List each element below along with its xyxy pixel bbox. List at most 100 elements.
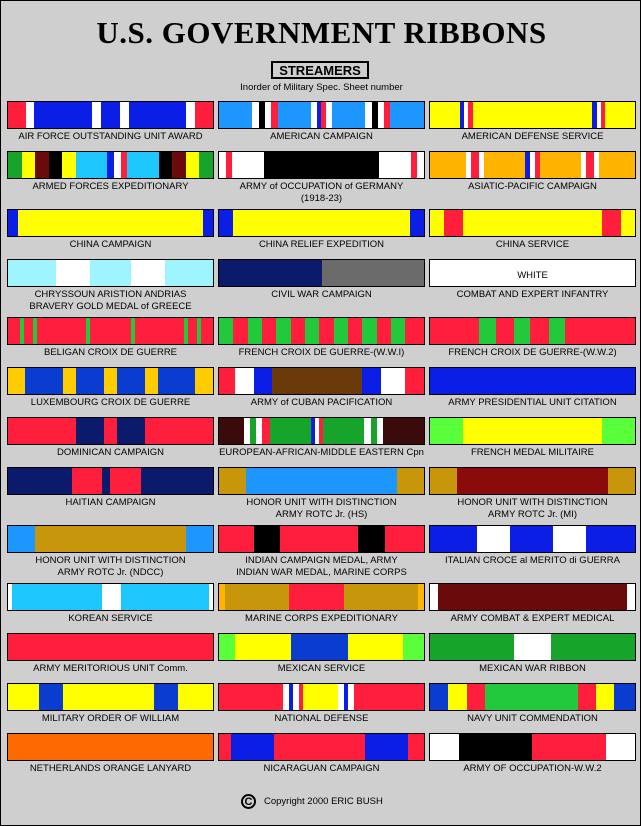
ribbon-stripe bbox=[158, 152, 173, 178]
ribbon-stripe bbox=[466, 684, 486, 710]
ribbon-stripe bbox=[376, 318, 392, 344]
ribbon-caption: INDIAN CAMPAIGN MEDAL, ARMY INDIAN WAR ME… bbox=[218, 555, 425, 579]
ribbon-stripe bbox=[596, 684, 615, 710]
ribbon-stripe bbox=[529, 152, 536, 178]
ribbon-caption-line: HONOR UNIT WITH DISTINCTION bbox=[457, 497, 608, 508]
ribbon-item: LUXEMBOURG CROIX DE GUERRE bbox=[7, 367, 214, 423]
ribbon-bar bbox=[7, 467, 214, 495]
ribbon-stripe bbox=[131, 260, 165, 286]
ribbon-caption-line: BRAVERY GOLD MEDAL of GREECE bbox=[29, 301, 192, 312]
ribbon-color-label: WHITE bbox=[517, 270, 548, 281]
ribbon-caption: HONOR UNIT WITH DISTINCTION ARMY ROTC Jr.… bbox=[429, 497, 636, 521]
ribbon-item: BELIGAN CROIX DE GUERRE bbox=[7, 317, 214, 373]
ribbon-stripe bbox=[219, 684, 283, 710]
ribbon-caption-line: AMERICAN CAMPAIGN bbox=[270, 131, 373, 142]
ribbon-stripe bbox=[245, 468, 398, 494]
ribbon-stripe bbox=[292, 684, 299, 710]
ribbon-stripe bbox=[462, 418, 603, 444]
ribbon-stripe bbox=[219, 526, 254, 552]
ribbon-stripe bbox=[36, 318, 86, 344]
ribbon-caption-line: NAVY UNIT COMMENDATION bbox=[467, 713, 598, 724]
ribbon-stripe bbox=[186, 102, 196, 128]
ribbon-stripe bbox=[8, 526, 35, 552]
ribbon-stripe bbox=[104, 418, 117, 444]
ribbon-item: DOMINICAN CAMPAIGN bbox=[7, 417, 214, 473]
ribbon-stripe bbox=[120, 102, 130, 128]
ribbon-stripe bbox=[20, 318, 25, 344]
ribbon-caption: FRENCH MEDAL MILITAIRE bbox=[429, 447, 636, 459]
ribbon-stripe bbox=[8, 418, 76, 444]
ribbon-stripe bbox=[471, 152, 479, 178]
ribbon-stripe bbox=[25, 102, 35, 128]
ribbon-stripe bbox=[164, 260, 213, 286]
ribbon-stripe bbox=[315, 418, 320, 444]
ribbon-stripe bbox=[219, 584, 226, 610]
ribbon-item: ASIATIC-PACIFIC CAMPAIGN bbox=[429, 151, 636, 207]
ribbon-bar bbox=[429, 151, 636, 179]
ribbon-caption: ASIATIC-PACIFIC CAMPAIGN bbox=[429, 181, 636, 193]
ribbon-stripe bbox=[333, 318, 349, 344]
ribbon-caption: BELIGAN CROIX DE GUERRE bbox=[7, 347, 214, 359]
ribbon-caption: ITALIAN CROCE al MERITO di GUERRA bbox=[429, 555, 636, 567]
ribbon-stripe bbox=[532, 734, 607, 760]
ribbon-stripe bbox=[12, 584, 103, 610]
ribbon-item: ARMY OF OCCUPATION-W.W.2 bbox=[429, 733, 636, 789]
ribbon-caption-line: MARINE CORPS EXPEDITIONARY bbox=[245, 613, 398, 624]
ribbon-stripe bbox=[364, 418, 371, 444]
ribbon-bar bbox=[218, 683, 425, 711]
ribbon-caption: MARINE CORPS EXPEDITIONARY bbox=[218, 613, 425, 625]
ribbon-caption: ARMY PRESIDENTIAL UNIT CITATION bbox=[429, 397, 636, 409]
ribbon-item: FRENCH CROIX DE GUERRE-(W.W.2) bbox=[429, 317, 636, 373]
ribbon-item: ARMED FORCES EXPEDITIONARY bbox=[7, 151, 214, 207]
ribbon-bar bbox=[7, 583, 214, 611]
ribbon-stripe bbox=[459, 102, 465, 128]
ribbon-caption-line: CHRYSSOUN ARISTION ANDRIAS bbox=[34, 289, 187, 300]
ribbon-caption-line: CHINA SERVICE bbox=[495, 239, 570, 250]
ribbon-stripe bbox=[430, 526, 478, 552]
ribbon-stripe bbox=[233, 318, 248, 344]
ribbon-stripe bbox=[199, 152, 213, 178]
ribbon-caption-line: ARMY COMBAT & EXPERT MEDICAL bbox=[450, 613, 615, 624]
ribbon-stripe bbox=[344, 684, 349, 710]
ribbon-item: CHINA CAMPAIGN bbox=[7, 209, 214, 265]
ribbon-item: CHRYSSOUN ARISTION ANDRIAS BRAVERY GOLD M… bbox=[7, 259, 214, 315]
ribbon-item: MILITARY ORDER OF WILLIAM bbox=[7, 683, 214, 739]
ribbon-stripe bbox=[390, 102, 424, 128]
ribbon-caption: NETHERLANDS ORANGE LANYARD bbox=[7, 763, 214, 775]
ribbon-stripe bbox=[178, 684, 213, 710]
ribbon-stripe bbox=[252, 102, 259, 128]
ribbon-caption: HONOR UNIT WITH DISTINCTION ARMY ROTC Jr.… bbox=[218, 497, 425, 521]
ribbon-stripe bbox=[145, 368, 159, 394]
ribbon-stripe bbox=[141, 468, 213, 494]
ribbon-stripe bbox=[195, 368, 213, 394]
ribbon-caption: NATIONAL DEFENSE bbox=[218, 713, 425, 725]
ribbon-stripe bbox=[303, 684, 338, 710]
ribbon-caption: LUXEMBOURG CROIX DE GUERRE bbox=[7, 397, 214, 409]
ribbon-stripe bbox=[196, 318, 201, 344]
ribbon-caption: ARMY of OCCUPATION of GERMANY (1918-23) bbox=[218, 181, 425, 205]
ribbon-stripe bbox=[478, 152, 484, 178]
ribbon-stripe bbox=[195, 102, 213, 128]
ribbon-stripe bbox=[219, 418, 244, 444]
ribbon-stripe bbox=[34, 102, 92, 128]
ribbon-stripe bbox=[48, 152, 63, 178]
ribbon-stripe bbox=[371, 102, 378, 128]
ribbon-bar bbox=[429, 417, 636, 445]
ribbon-stripe bbox=[430, 468, 457, 494]
ribbon-stripe bbox=[321, 260, 424, 286]
ribbon-caption-line: ARMY ROTC Jr. (MI) bbox=[487, 509, 578, 520]
ribbon-stripe bbox=[103, 368, 117, 394]
ribbon-caption: CHINA SERVICE bbox=[429, 239, 636, 251]
ribbon-caption-line: MEXICAN WAR RIBBON bbox=[479, 663, 586, 674]
ribbon-stripe bbox=[331, 102, 366, 128]
ribbon-bar bbox=[429, 733, 636, 761]
ribbon-caption-line: ARMED FORCES EXPEDITIONARY bbox=[32, 181, 189, 192]
ribbon-stripe bbox=[509, 526, 553, 552]
ribbon-caption: MEXICAN SERVICE bbox=[218, 663, 425, 675]
ribbon-stripe bbox=[344, 584, 418, 610]
ribbon-stripe bbox=[477, 526, 510, 552]
ribbon-caption: MILITARY ORDER OF WILLIAM bbox=[7, 713, 214, 725]
streamers-label: STREAMERS bbox=[271, 61, 369, 79]
ribbon-stripe bbox=[311, 418, 316, 444]
ribbon-stripe bbox=[38, 684, 64, 710]
